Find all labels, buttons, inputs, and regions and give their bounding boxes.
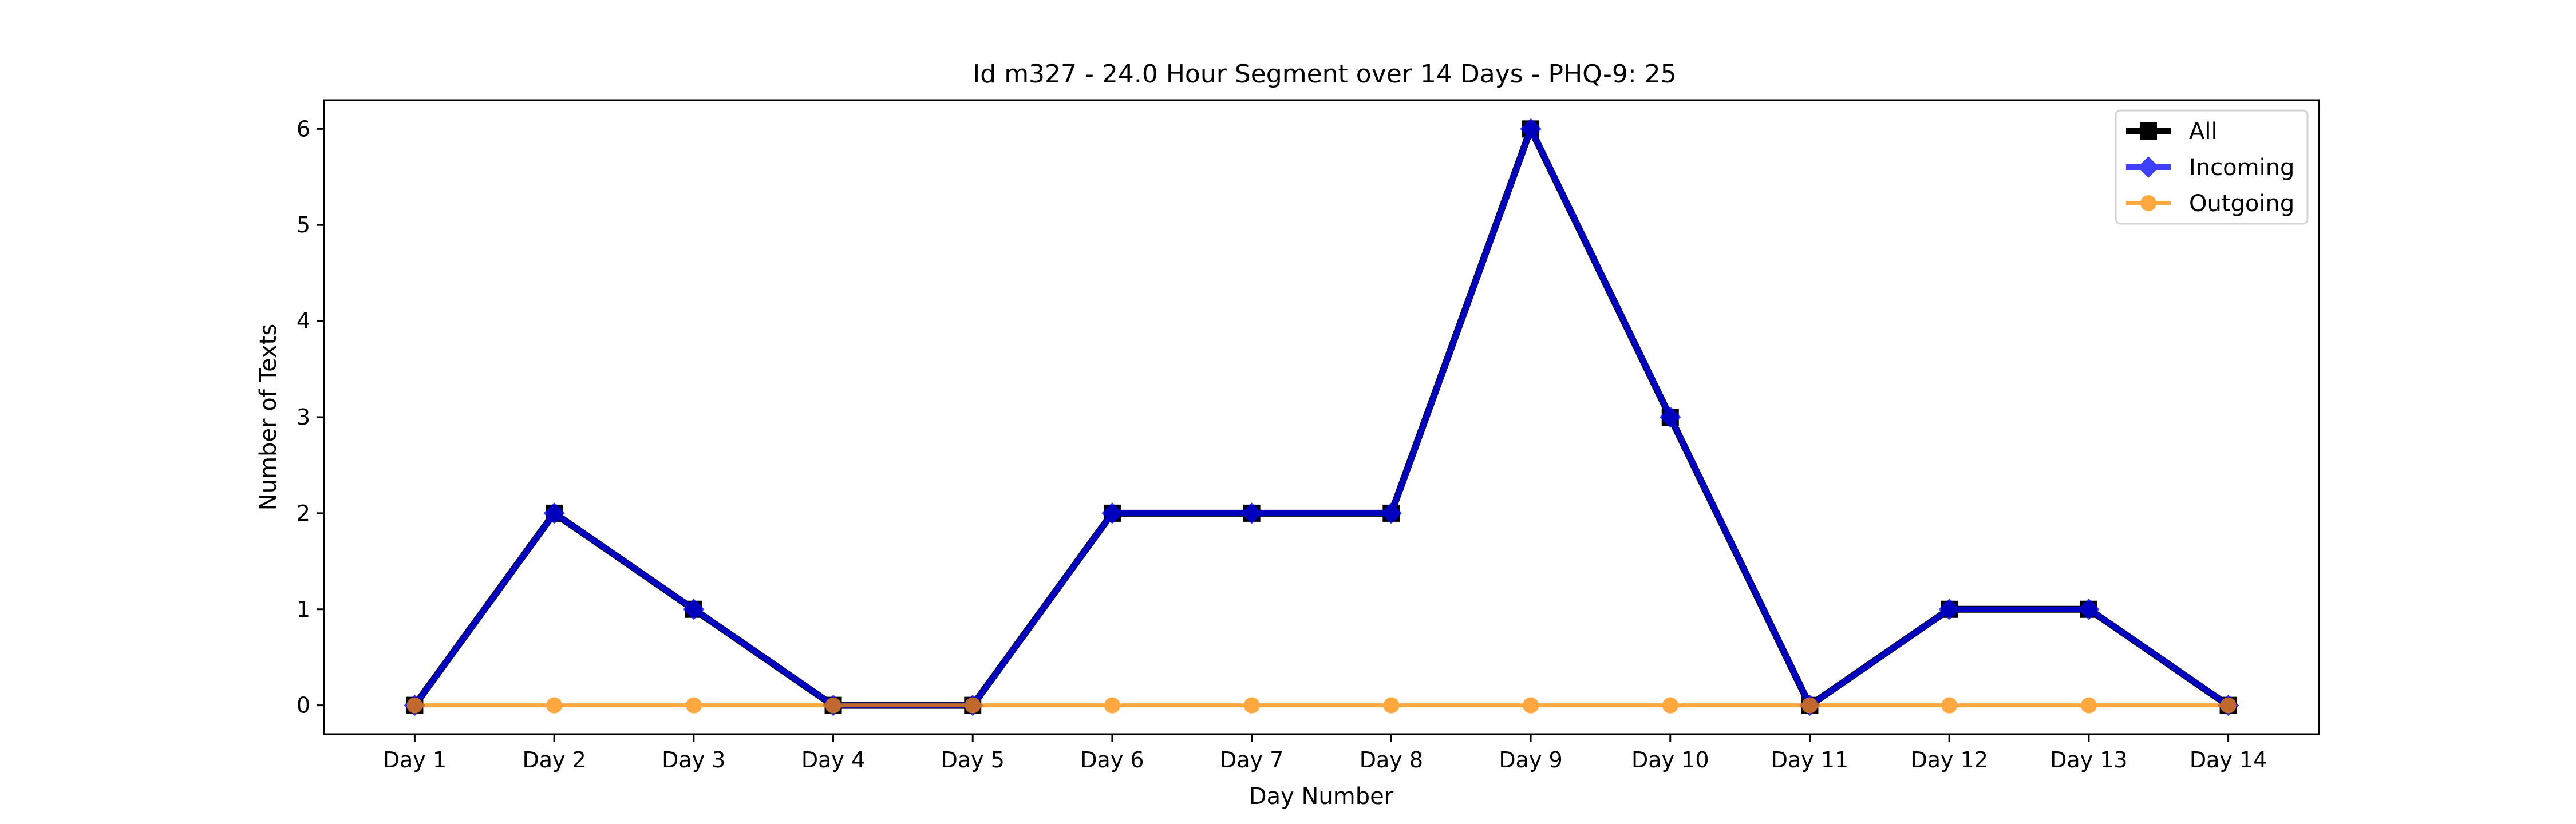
legend-label: Outgoing: [2189, 191, 2294, 217]
series-outgoing: [406, 697, 2237, 714]
data-point: [1380, 502, 1402, 524]
data-point: [683, 599, 705, 620]
y-tick-label: 5: [297, 212, 310, 237]
legend-item: [2126, 195, 2171, 211]
x-tick-label: Day 9: [1499, 747, 1562, 772]
y-tick-label: 1: [297, 597, 310, 622]
x-tick-label: Day 2: [522, 747, 586, 772]
data-point: [543, 502, 565, 524]
data-point: [1101, 502, 1123, 524]
x-tick-label: Day 14: [2190, 747, 2267, 772]
y-tick-label: 0: [297, 693, 310, 718]
data-point: [965, 697, 981, 714]
y-axis-label: Number of Texts: [255, 324, 282, 510]
series-layer: [404, 118, 2239, 716]
data-point: [1662, 697, 1678, 714]
legend-item: [2126, 156, 2171, 178]
x-tick-label: Day 5: [941, 747, 1005, 772]
y-tick-label: 2: [297, 501, 310, 526]
x-tick-label: Day 10: [1631, 747, 1709, 772]
x-axis-label: Day Number: [1249, 783, 1394, 810]
legend-box: [2115, 109, 2309, 225]
data-point: [1801, 697, 1818, 714]
legend-swatch-marker: [2140, 195, 2156, 211]
data-point: [1660, 406, 1681, 428]
data-point: [2080, 697, 2097, 714]
y-axis: 0 1 2 3 4 5 6: [297, 116, 324, 718]
series-line: [412, 125, 2230, 709]
data-point: [1941, 697, 1958, 714]
series-line: [412, 126, 2230, 708]
data-point: [1520, 118, 1542, 140]
data-point: [685, 697, 702, 714]
data-point: [825, 697, 841, 714]
data-point: [546, 697, 563, 714]
y-tick-label: 4: [297, 308, 310, 334]
legend: All Incoming Outgoing: [2115, 109, 2309, 225]
chart-title: Id m327 - 24.0 Hour Segment over 14 Days…: [973, 60, 1676, 89]
data-point: [406, 697, 423, 714]
plot-area: [323, 99, 2320, 735]
series-incoming: [404, 118, 2239, 716]
legend-item: [2126, 122, 2171, 140]
x-tick-label: Day 3: [662, 747, 725, 772]
data-point: [1938, 599, 1960, 620]
y-tick-label: 6: [297, 116, 310, 141]
legend-swatch-marker: [2140, 122, 2157, 140]
series-all: [406, 120, 2237, 714]
data-point: [1104, 697, 1120, 714]
x-tick-label: Day 13: [2050, 747, 2127, 772]
x-tick-label: Day 6: [1080, 747, 1144, 772]
data-point: [2078, 599, 2100, 620]
x-tick-label: Day 8: [1360, 747, 1423, 772]
legend-label: Incoming: [2189, 154, 2294, 181]
data-point: [1383, 697, 1400, 714]
legend-swatch-marker: [2138, 156, 2159, 178]
x-tick-label: Day 11: [1771, 747, 1848, 772]
x-tick-label: Day 12: [1910, 747, 1988, 772]
x-tick-label: Day 4: [801, 747, 865, 772]
data-point: [1523, 697, 1539, 714]
data-point: [2220, 697, 2237, 714]
x-axis: Day 1 Day 2 Day 3 Day 4 Day 5 Day 6 Day 7 Day 8…: [383, 734, 2267, 772]
x-tick-label: Day 1: [383, 747, 447, 772]
legend-label: All: [2189, 118, 2218, 145]
data-point: [1240, 502, 1263, 524]
y-tick-label: 3: [297, 405, 310, 430]
x-tick-label: Day 7: [1220, 747, 1283, 772]
data-point: [1243, 697, 1260, 714]
